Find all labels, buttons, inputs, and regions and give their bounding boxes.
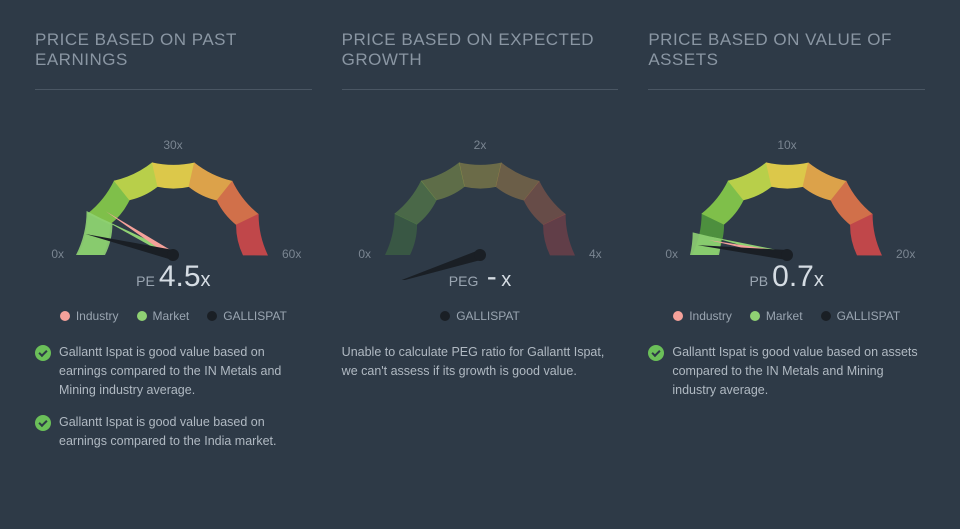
notes-pb: Gallantt Ispat is good value based on as…: [648, 343, 925, 399]
note-item: Gallantt Ispat is good value based on ea…: [35, 413, 312, 451]
note-item: Gallantt Ispat is good value based on as…: [648, 343, 925, 399]
note-item: Gallantt Ispat is good value based on ea…: [35, 343, 312, 399]
panels-row: PRICE BASED ON PAST EARNINGS 0x30x60x PE…: [20, 30, 940, 465]
legend-label: Industry: [689, 309, 732, 323]
dot-industry-icon: [60, 311, 70, 321]
legend-label: GALLISPAT: [223, 309, 287, 323]
legend-pb: Industry Market GALLISPAT: [648, 309, 925, 323]
legend-label: GALLISPAT: [837, 309, 901, 323]
svg-text:2x: 2x: [474, 138, 487, 152]
legend-label: Market: [766, 309, 803, 323]
dot-market-icon: [137, 311, 147, 321]
note-text: Gallantt Ispat is good value based on ea…: [59, 413, 312, 451]
legend-item-company: GALLISPAT: [440, 309, 520, 323]
legend-item-industry: Industry: [60, 309, 119, 323]
panel-pb: PRICE BASED ON VALUE OF ASSETS 0x10x20x …: [633, 30, 940, 465]
note-text: Gallantt Ispat is good value based on as…: [672, 343, 925, 399]
gauge-pb: 0x 10x 20x: [657, 120, 917, 280]
svg-text:60x: 60x: [282, 247, 301, 261]
check-icon: [648, 345, 664, 361]
legend-peg: GALLISPAT: [342, 309, 619, 323]
legend-item-market: Market: [750, 309, 803, 323]
panel-peg: PRICE BASED ON EXPECTED GROWTH 0x2x4x PE…: [327, 30, 634, 465]
gauge-peg: 0x 2x 4x: [350, 120, 610, 280]
gauge-pe: 0x 30x 60x: [43, 120, 303, 280]
legend-item-industry: Industry: [673, 309, 732, 323]
dot-market-icon: [750, 311, 760, 321]
dot-company-icon: [821, 311, 831, 321]
check-icon: [35, 345, 51, 361]
notes-peg: Unable to calculate PEG ratio for Gallan…: [342, 343, 619, 381]
panel-title: PRICE BASED ON PAST EARNINGS: [35, 30, 312, 90]
legend-item-company: GALLISPAT: [207, 309, 287, 323]
note-text: Unable to calculate PEG ratio for Gallan…: [342, 343, 619, 381]
svg-text:0x: 0x: [358, 247, 371, 261]
note-item: Unable to calculate PEG ratio for Gallan…: [342, 343, 619, 381]
legend-label: Market: [153, 309, 190, 323]
check-icon: [35, 415, 51, 431]
svg-text:0x: 0x: [52, 247, 65, 261]
notes-pe: Gallantt Ispat is good value based on ea…: [35, 343, 312, 451]
dot-industry-icon: [673, 311, 683, 321]
svg-text:0x: 0x: [665, 247, 678, 261]
dot-company-icon: [440, 311, 450, 321]
panel-title: PRICE BASED ON VALUE OF ASSETS: [648, 30, 925, 90]
svg-text:20x: 20x: [896, 247, 915, 261]
dot-company-icon: [207, 311, 217, 321]
legend-item-company: GALLISPAT: [821, 309, 901, 323]
svg-text:30x: 30x: [164, 138, 183, 152]
note-text: Gallantt Ispat is good value based on ea…: [59, 343, 312, 399]
legend-item-market: Market: [137, 309, 190, 323]
svg-text:4x: 4x: [589, 247, 602, 261]
legend-label: GALLISPAT: [456, 309, 520, 323]
panel-pe: PRICE BASED ON PAST EARNINGS 0x30x60x PE…: [20, 30, 327, 465]
panel-title: PRICE BASED ON EXPECTED GROWTH: [342, 30, 619, 90]
legend-pe: Industry Market GALLISPAT: [35, 309, 312, 323]
svg-text:10x: 10x: [777, 138, 796, 152]
legend-label: Industry: [76, 309, 119, 323]
